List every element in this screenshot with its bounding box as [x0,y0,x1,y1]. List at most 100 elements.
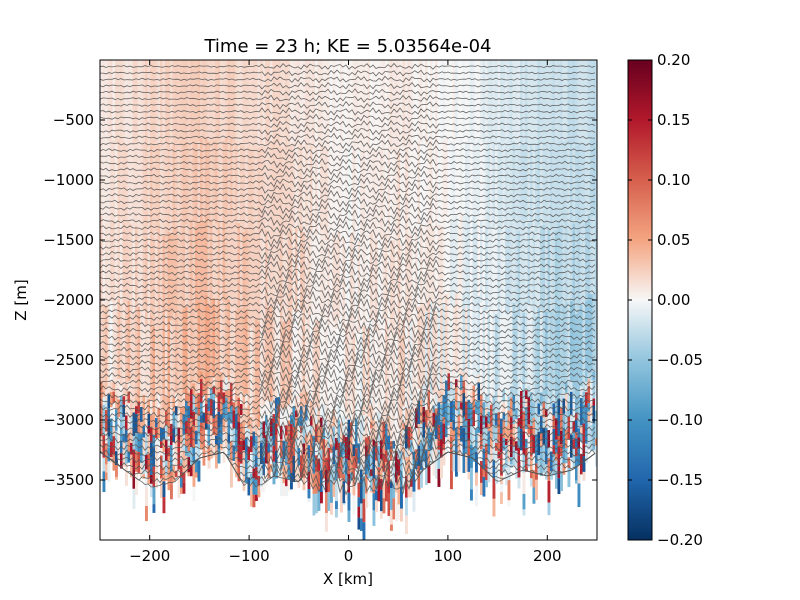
field-cell [385,233,388,321]
field-cell [212,298,216,378]
field-cell [537,414,541,421]
field-cell [295,312,298,397]
field-cell [202,412,206,423]
colorbar-tick-label: 0.15 [657,111,690,129]
field-cell [127,414,131,434]
field-cell [242,433,246,441]
field-cell [197,301,201,383]
field-cell [547,144,551,230]
colorbar-tick-label: −0.15 [657,471,703,489]
field-cell [517,418,521,427]
field-cell [527,222,531,305]
field-cell [537,403,541,415]
field-cell [245,226,248,311]
field-cell [130,429,133,443]
contour-line [100,81,596,90]
field-cell [530,405,533,427]
field-cell [310,425,313,435]
field-cell [400,470,403,487]
field-cell [462,60,466,139]
field-cell [100,381,103,404]
field-cell [215,398,218,415]
field-cell [337,60,341,147]
field-cell [282,467,286,484]
field-cell [205,429,208,445]
field-cell [155,438,158,447]
field-cell [510,304,513,387]
field-cell [255,455,258,468]
field-cell [192,425,196,448]
field-cell [155,60,158,147]
field-cell [150,427,153,443]
field-cell [127,300,131,382]
field-cell [587,137,591,217]
field-cell [382,444,386,454]
field-cell [482,402,486,426]
field-cell [590,380,593,404]
contour-line [100,233,596,248]
field-cell [505,467,508,486]
field-cell [525,399,528,408]
field-cell [185,224,188,307]
field-cell [222,301,226,383]
field-cell [170,445,173,458]
field-cell [352,444,356,457]
field-cell [577,143,581,228]
field-cell [547,313,551,399]
field-cell [152,326,156,417]
field-cell [470,489,473,501]
field-cell [570,414,573,435]
field-cell [380,150,383,241]
field-cell [307,489,311,499]
field-cell [405,448,408,458]
contour-line [100,151,596,162]
field-cell [575,432,578,439]
field-cell [157,407,161,418]
contour-line [100,451,596,478]
field-cell [215,141,218,224]
field-cell [355,60,358,147]
contour-line [100,246,596,261]
field-cell [530,60,533,144]
field-cell [120,395,123,410]
field-cell [197,392,201,416]
field-cell [237,304,241,387]
field-cell [590,216,593,295]
field-cell [455,453,458,477]
field-cell [572,439,576,449]
field-cell [547,412,551,431]
field-cell [270,306,273,390]
field-cell [552,60,556,144]
field-cell [320,427,323,444]
field-cell [197,60,201,141]
field-cell [540,405,543,417]
field-cell [405,234,408,322]
field-cell [255,494,258,501]
field-cell [507,500,511,507]
field-cell [457,436,461,456]
field-cell [247,318,251,406]
field-cell [530,478,533,487]
x-axis-label: X [km] [323,570,373,588]
field-cell [507,461,511,481]
field-cell [385,423,388,440]
contour-line [100,398,596,419]
field-cell [595,222,597,305]
field-cell [247,446,251,461]
field-cell [197,435,201,449]
field-cell [440,142,443,227]
field-cell [465,420,468,433]
field-cell [522,454,526,473]
field-cell [200,422,203,432]
field-cell [402,423,406,430]
field-cell [285,435,288,442]
field-cell [497,412,501,429]
field-cell [187,451,191,458]
field-cell [182,472,186,483]
field-cell [492,498,496,517]
field-cell [525,140,528,221]
field-cell [305,420,308,435]
field-cell [317,60,321,148]
field-cell [522,493,526,510]
field-cell [147,433,151,455]
